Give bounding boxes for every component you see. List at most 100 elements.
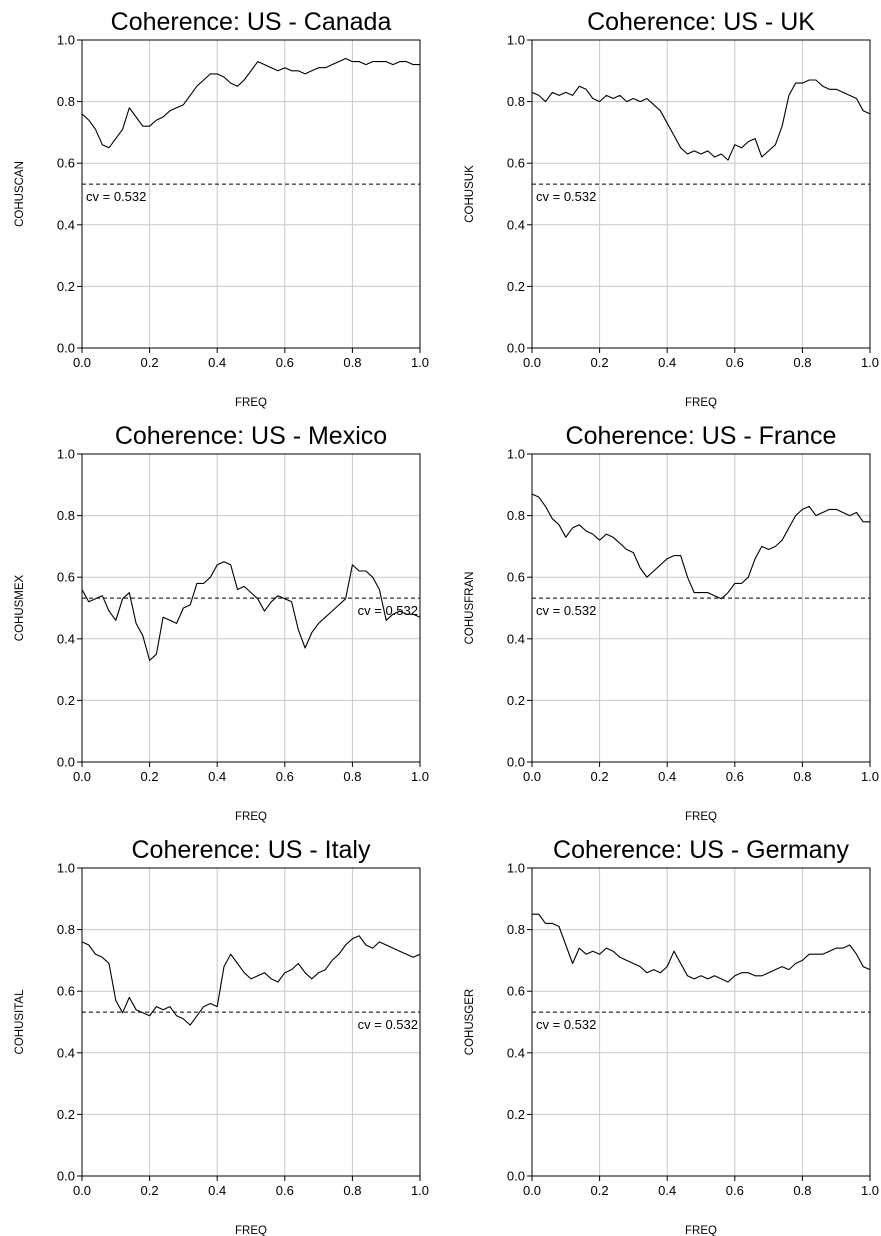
cv-label: cv = 0.532 <box>536 189 596 204</box>
y-tick-label: 0.8 <box>57 922 75 937</box>
series-line <box>81 561 421 661</box>
x-tick-label: 0.0 <box>523 1183 541 1198</box>
y-tick-label: 0.6 <box>507 984 525 999</box>
x-tick-label: 0.8 <box>343 1183 361 1198</box>
y-tick-label: 0.0 <box>57 341 75 356</box>
x-tick-label: 0.4 <box>208 355 226 370</box>
y-tick-label: 0.2 <box>507 279 525 294</box>
x-tick-label: 0.4 <box>658 355 676 370</box>
chart-panel-4: 0.0 0.2 0.4 0.6 0.8 1.0 0.0 0.2 0.4 0.6 0.8 1.0 cv =… <box>464 422 879 823</box>
x-tick-label: 0.2 <box>141 355 159 370</box>
chart-title: Coherence: US - Germany <box>553 836 849 864</box>
chart-title: Coherence: US - UK <box>587 8 815 36</box>
chart-title: Coherence: US - France <box>566 422 837 450</box>
y-tick-label: 0.4 <box>507 1045 525 1060</box>
cv-label: cv = 0.532 <box>358 603 418 618</box>
x-tick-label: 0.0 <box>523 769 541 784</box>
x-tick-label: 0.8 <box>793 769 811 784</box>
x-tick-label: 1.0 <box>411 1183 429 1198</box>
series-line <box>531 493 870 600</box>
x-tick-label: 1.0 <box>861 1183 879 1198</box>
y-tick-label: 1.0 <box>57 447 75 462</box>
x-tick-label: 0.8 <box>793 1183 811 1198</box>
y-tick-label: 0.4 <box>57 217 75 232</box>
y-axis-label: COHUSCAN <box>14 161 26 227</box>
y-tick-label: 0.4 <box>507 631 525 646</box>
x-tick-label: 0.8 <box>793 355 811 370</box>
plot-frame <box>81 39 421 349</box>
x-tick-label: 0.2 <box>591 769 609 784</box>
plot-frame <box>531 39 871 349</box>
x-axis-label: FREQ <box>235 811 267 823</box>
cv-label: cv = 0.532 <box>86 189 146 204</box>
x-tick-label: 1.0 <box>411 769 429 784</box>
y-tick-label: 0.8 <box>507 94 525 109</box>
y-tick-label: 0.0 <box>507 341 525 356</box>
cv-label: cv = 0.532 <box>536 603 596 618</box>
y-tick-label: 0.2 <box>57 693 75 708</box>
x-tick-label: 1.0 <box>861 769 879 784</box>
cv-label: cv = 0.532 <box>536 1017 596 1032</box>
chart-title: Coherence: US - Italy <box>132 836 371 864</box>
chart-panel-5: 0.0 0.2 0.4 0.6 0.8 1.0 0.0 0.2 0.4 0.6 0.8 1.0 cv =… <box>14 836 429 1236</box>
x-tick-label: 0.6 <box>726 355 744 370</box>
y-axis-label: COHUSITAL <box>14 989 26 1055</box>
x-tick-label: 0.4 <box>658 1183 676 1198</box>
y-axis-label: COHUSGER <box>464 989 476 1055</box>
y-tick-label: 0.2 <box>507 1107 525 1122</box>
x-tick-label: 0.2 <box>591 355 609 370</box>
y-tick-label: 0.6 <box>507 570 525 585</box>
cv-label: cv = 0.532 <box>358 1017 418 1032</box>
x-axis-label: FREQ <box>685 397 717 409</box>
plot-frame <box>81 453 421 763</box>
x-tick-label: 0.6 <box>726 1183 744 1198</box>
x-tick-label: 0.0 <box>73 769 91 784</box>
chart-panel-1: 0.0 0.2 0.4 0.6 0.8 1.0 0.0 0.2 0.4 0.6 0.8 1.0 cv =… <box>14 8 429 409</box>
series-line <box>532 913 871 983</box>
y-tick-label: 0.6 <box>57 570 75 585</box>
y-axis-label: COHUSFRAN <box>464 572 476 645</box>
y-tick-label: 0.6 <box>57 984 75 999</box>
series-line <box>531 79 871 161</box>
chart-panel-2: 0.0 0.2 0.4 0.6 0.8 1.0 0.0 0.2 0.4 0.6 0.8 1.0 cv =… <box>464 8 879 409</box>
x-tick-label: 0.0 <box>523 355 541 370</box>
chart-panel-6: 0.0 0.2 0.4 0.6 0.8 1.0 0.0 0.2 0.4 0.6 0.8 1.0 cv =… <box>464 836 879 1236</box>
y-tick-label: 0.4 <box>57 631 75 646</box>
y-tick-label: 0.0 <box>57 1169 75 1184</box>
y-tick-label: 1.0 <box>507 447 525 462</box>
series-line <box>81 935 421 1026</box>
x-axis-label: FREQ <box>235 1225 267 1236</box>
y-tick-label: 0.4 <box>507 217 525 232</box>
x-tick-label: 1.0 <box>411 355 429 370</box>
chart-title: Coherence: US - Canada <box>111 8 392 36</box>
y-tick-label: 1.0 <box>57 33 75 48</box>
chart-title: Coherence: US - Mexico <box>115 422 387 450</box>
y-tick-label: 1.0 <box>507 861 525 876</box>
x-tick-label: 0.6 <box>726 769 744 784</box>
x-tick-label: 0.6 <box>276 355 294 370</box>
x-tick-label: 0.0 <box>73 1183 91 1198</box>
x-axis-label: FREQ <box>685 811 717 823</box>
x-tick-label: 0.6 <box>276 769 294 784</box>
y-tick-label: 0.8 <box>507 508 525 523</box>
x-tick-label: 0.4 <box>208 1183 226 1198</box>
y-tick-label: 1.0 <box>57 861 75 876</box>
x-tick-label: 0.8 <box>343 355 361 370</box>
plot-frame <box>531 453 871 763</box>
x-tick-label: 0.0 <box>73 355 91 370</box>
y-tick-label: 0.6 <box>57 156 75 171</box>
x-tick-label: 0.8 <box>343 769 361 784</box>
y-tick-label: 0.8 <box>57 508 75 523</box>
y-tick-label: 0.0 <box>57 755 75 770</box>
y-axis-label: COHUSMEX <box>14 574 26 641</box>
x-tick-label: 0.6 <box>276 1183 294 1198</box>
x-tick-label: 0.2 <box>141 769 159 784</box>
x-tick-label: 0.2 <box>141 1183 159 1198</box>
x-tick-label: 0.2 <box>591 1183 609 1198</box>
x-tick-label: 0.4 <box>208 769 226 784</box>
y-tick-label: 0.6 <box>507 156 525 171</box>
y-tick-label: 0.0 <box>507 1169 525 1184</box>
y-tick-label: 0.8 <box>507 922 525 937</box>
y-tick-label: 1.0 <box>507 33 525 48</box>
